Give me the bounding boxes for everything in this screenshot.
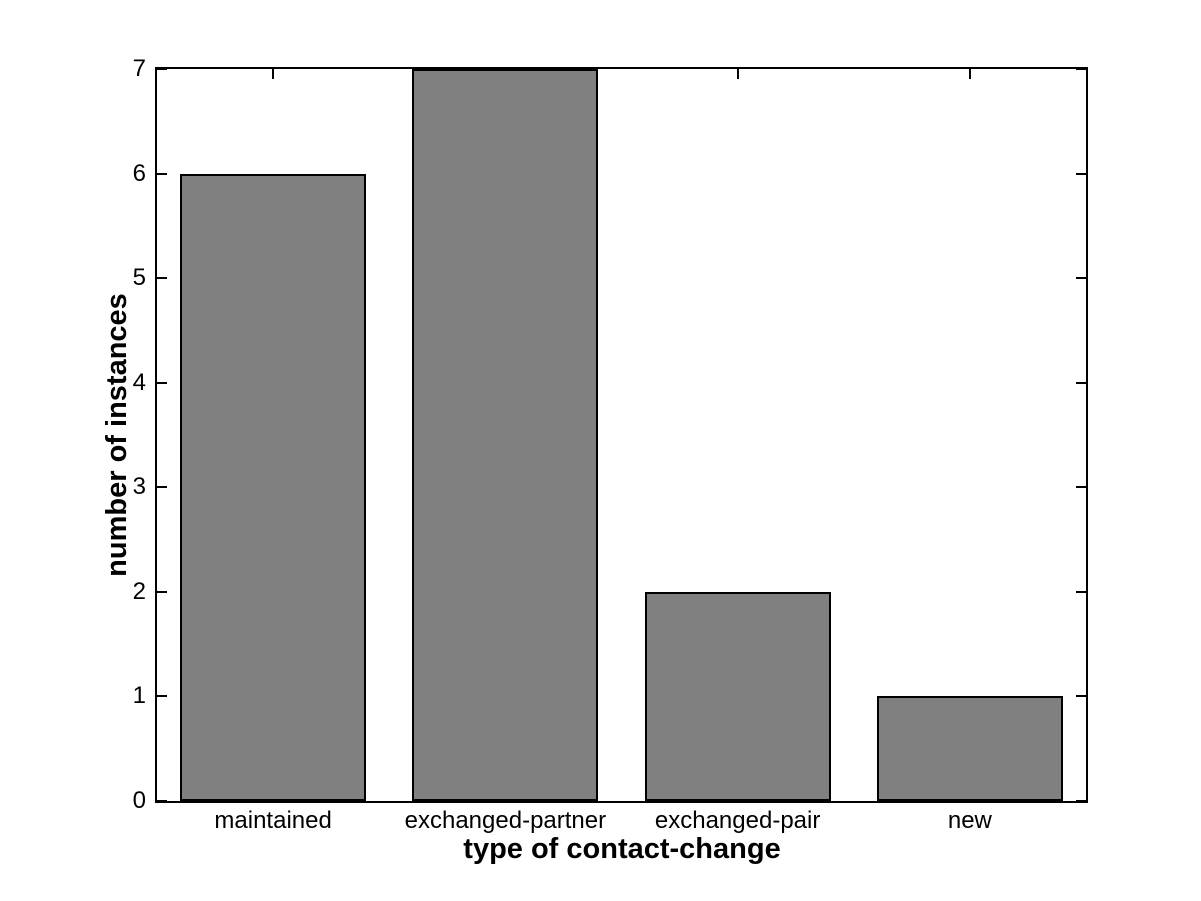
- plot-area: [155, 67, 1088, 803]
- y-tick-label: 5: [132, 264, 146, 292]
- x-tick-label-exchanged-pair: exchanged-pair: [654, 807, 821, 834]
- y-axis-tick-left: [157, 172, 167, 175]
- y-axis-tick-right: [1076, 277, 1086, 280]
- x-tick-label-maintained: maintained: [214, 807, 332, 834]
- x-axis-tick-top: [968, 69, 971, 79]
- y-axis-tick-right: [1076, 695, 1086, 698]
- y-axis-tick-left: [157, 486, 167, 489]
- y-tick-label: 0: [132, 787, 146, 814]
- y-tick-label: 2: [132, 577, 146, 605]
- y-tick-label: 3: [132, 473, 146, 501]
- x-axis-tick-top: [736, 69, 739, 79]
- y-axis-tick-right: [1076, 486, 1086, 489]
- x-axis-tick-top: [272, 69, 275, 79]
- y-axis-tick-left: [157, 800, 167, 802]
- y-axis-tick-left: [157, 277, 167, 280]
- y-axis-tick-right: [1076, 68, 1086, 70]
- bar-exchanged-pair: [644, 592, 831, 801]
- y-axis-tick-right: [1076, 800, 1086, 802]
- y-axis-tick-left: [157, 68, 167, 70]
- y-axis-tick-left: [157, 590, 167, 593]
- bar-maintained: [180, 174, 367, 801]
- y-tick-label: 1: [132, 682, 146, 710]
- y-axis-tick-right: [1076, 172, 1086, 175]
- x-tick-label-new: new: [947, 807, 992, 834]
- bar-new: [876, 696, 1063, 801]
- y-axis-tick-left: [157, 695, 167, 698]
- bar-exchanged-partner: [412, 69, 599, 801]
- y-axis-tick-left: [157, 381, 167, 384]
- y-tick-label: 7: [132, 55, 146, 82]
- y-tick-label: 6: [132, 159, 146, 187]
- y-tick-label: 4: [132, 368, 146, 396]
- y-axis-title: number of instances: [101, 293, 133, 577]
- y-axis-tick-right: [1076, 590, 1086, 593]
- x-tick-label-exchanged-partner: exchanged-partner: [404, 807, 607, 834]
- x-axis-title: type of contact-change: [463, 833, 781, 865]
- y-axis-tick-right: [1076, 381, 1086, 384]
